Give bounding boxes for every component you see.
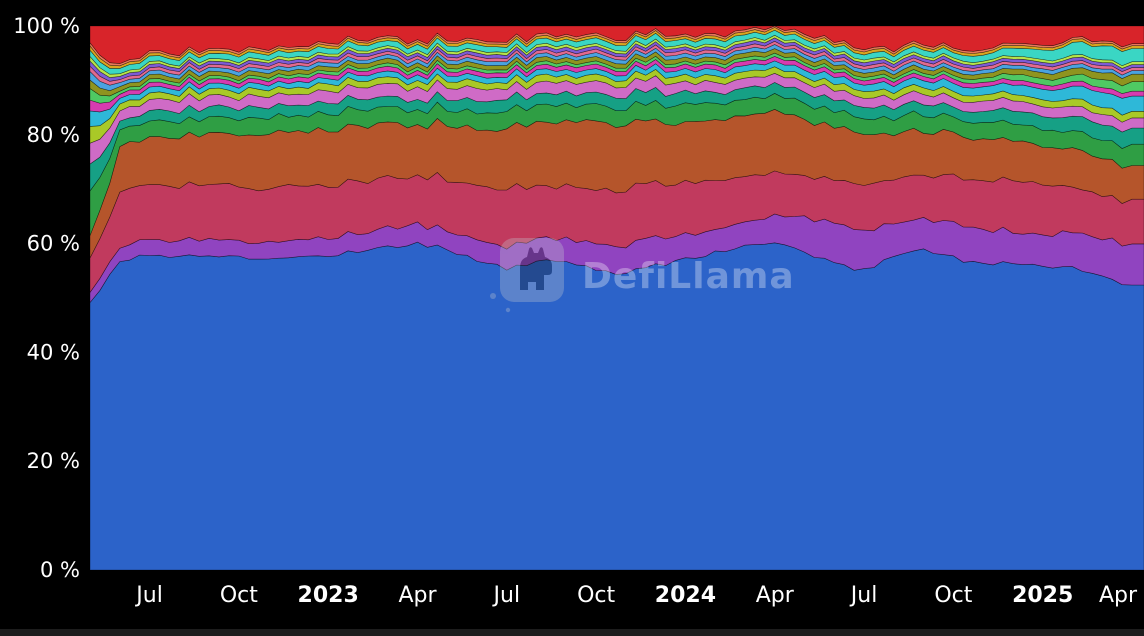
watermark-text: DefiLlama: [582, 256, 795, 297]
y-axis-label: 100 %: [13, 14, 80, 38]
y-axis-label: 80 %: [27, 123, 80, 147]
x-axis-label: 2023: [298, 583, 359, 608]
x-axis-label: Apr: [1099, 583, 1138, 608]
x-axis-label: Oct: [577, 583, 615, 608]
bottom-strip: [0, 629, 1144, 636]
x-axis-label: Oct: [220, 583, 258, 608]
x-axis-label: Jul: [134, 583, 163, 608]
y-axis-label: 20 %: [27, 449, 80, 473]
area-series-red: [89, 25, 1144, 64]
defillama-watermark: DefiLlama: [490, 238, 795, 313]
x-axis-label: 2025: [1012, 583, 1073, 608]
x-axis-label: Apr: [398, 583, 437, 608]
x-axis-label: Oct: [934, 583, 972, 608]
y-axis: 0 % 20 % 40 % 60 % 80 % 100 %: [13, 14, 80, 582]
x-axis-label: Apr: [756, 583, 795, 608]
stacked-areas: [89, 25, 1144, 571]
y-axis-label: 0 %: [40, 558, 80, 582]
x-axis: Jul Oct 2023 Apr Jul Oct 2024 Apr Jul Oct 2025 Apr: [134, 583, 1138, 608]
x-axis-label: Jul: [849, 583, 878, 608]
y-axis-label: 40 %: [27, 340, 80, 364]
x-axis-label: Jul: [492, 583, 521, 608]
x-axis-label: 2024: [655, 583, 716, 608]
y-axis-label: 60 %: [27, 232, 80, 256]
defillama-logo-icon: [490, 238, 564, 313]
